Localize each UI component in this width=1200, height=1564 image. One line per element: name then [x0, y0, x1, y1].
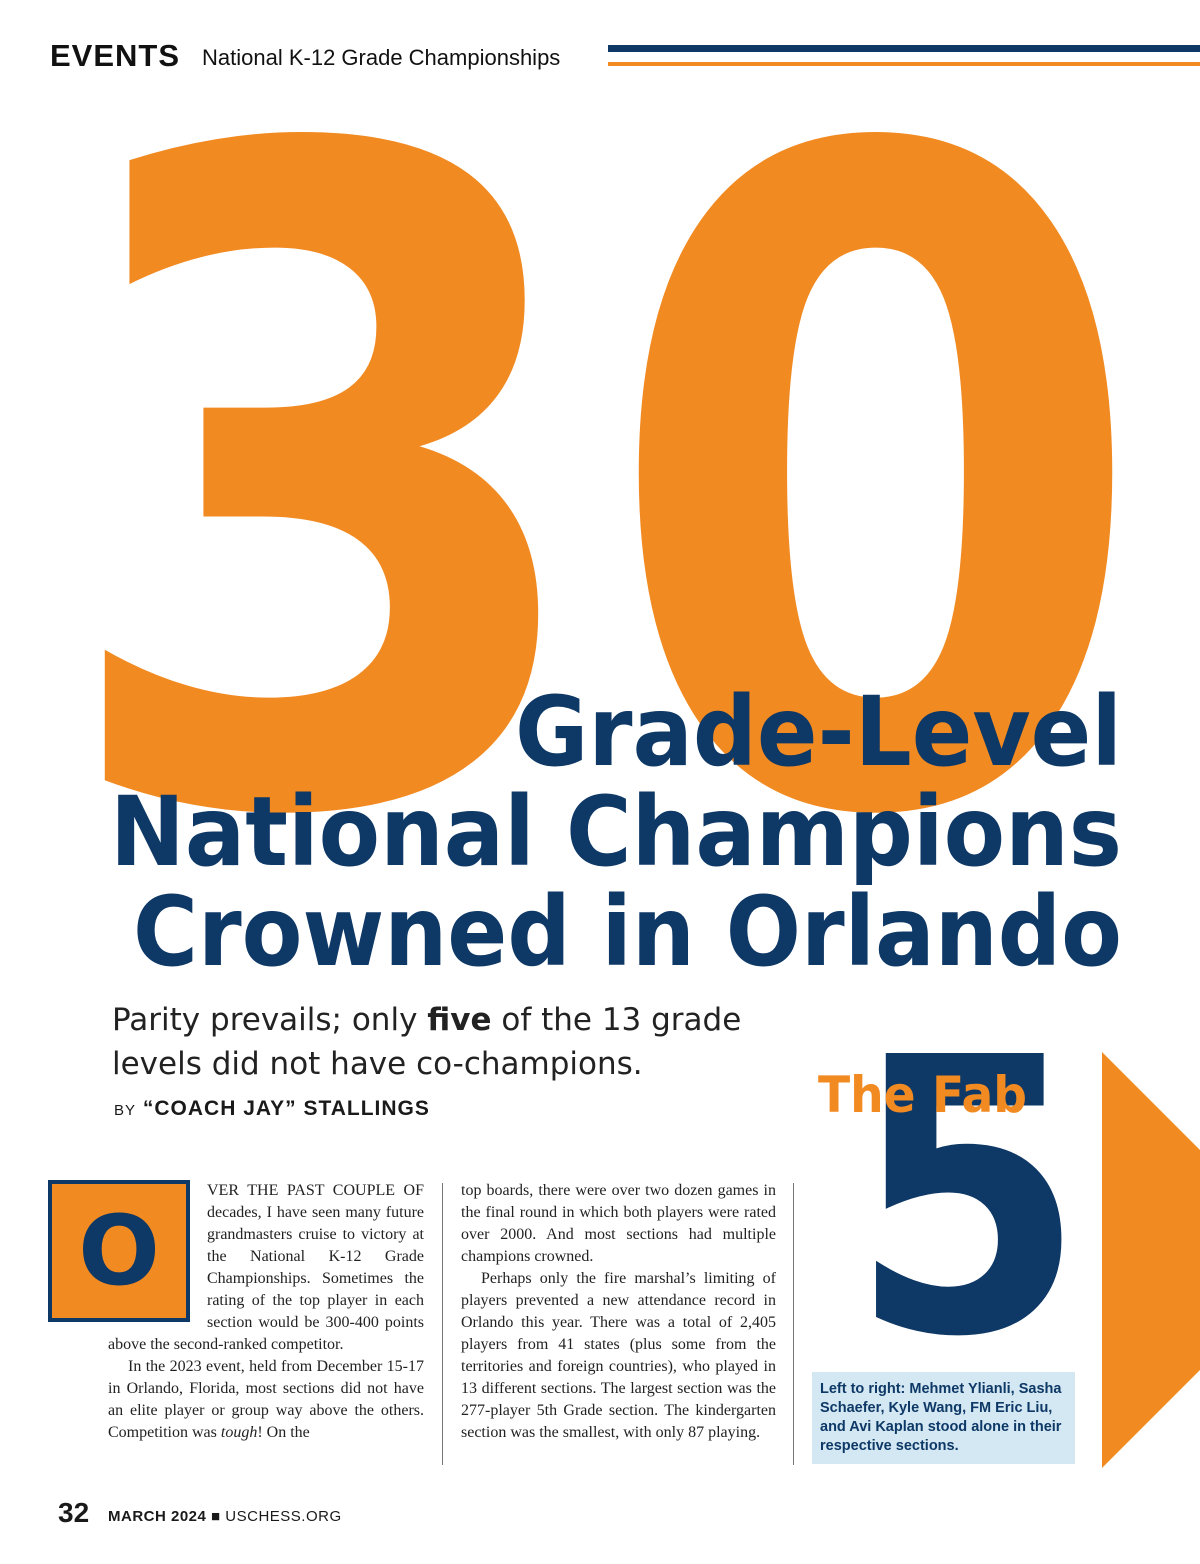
deck-text: of the 13 grade levels did not have co-c… — [112, 1002, 742, 1082]
sidebar-kicker: The Fab — [818, 1066, 1027, 1124]
footer: MARCH 2024 ■ USCHESS.ORG — [108, 1508, 342, 1525]
paragraph: Perhaps only the fire marshal’s limiting… — [461, 1270, 776, 1441]
emphasis: tough — [220, 1424, 258, 1441]
deck-text: Parity prevails; only — [112, 1002, 428, 1038]
text: ! On the — [257, 1424, 310, 1441]
paragraph: In the 2023 event, held from December 15… — [108, 1356, 424, 1444]
drop-cap: O — [48, 1180, 190, 1322]
paragraph: VER THE PAST COUPLE OF decades, I have s… — [108, 1180, 424, 1356]
byline-by: BY — [114, 1102, 137, 1119]
separator: ■ — [211, 1508, 221, 1525]
section-title: National K-12 Grade Championships — [202, 45, 561, 70]
paragraph: top boards, there were over two dozen ga… — [461, 1182, 776, 1265]
column: O VER THE PAST COUPLE OF decades, I have… — [48, 1180, 424, 1444]
sidebar-number: 5 — [850, 977, 1085, 1420]
headline-line: Grade-Level — [515, 676, 1122, 788]
column-rule — [793, 1183, 794, 1465]
byline-author: “COACH JAY” STALLINGS — [142, 1097, 430, 1120]
text: VER THE PAST COUPLE OF decades, I have s… — [108, 1182, 424, 1353]
headline-line: National Champions — [110, 776, 1122, 888]
section-label: EVENTS — [50, 38, 181, 73]
header-rule — [608, 62, 1200, 66]
issue: MARCH 2024 — [108, 1508, 207, 1525]
column-rule — [442, 1183, 443, 1465]
column: top boards, there were over two dozen ga… — [461, 1180, 776, 1444]
page-number: 32 — [58, 1497, 90, 1528]
arrow — [1102, 1052, 1200, 1468]
byline: BY “COACH JAY” STALLINGS — [114, 1097, 430, 1121]
hero-number: 30 — [52, 0, 1150, 1013]
header-rule — [608, 45, 1200, 52]
photo-caption: Left to right: Mehmet Ylianli, Sasha Sch… — [812, 1372, 1075, 1464]
headline-line: Crowned in Orlando — [133, 876, 1122, 988]
site: USCHESS.ORG — [225, 1508, 342, 1525]
deck-bold: five — [427, 1002, 492, 1038]
text: In the 2023 event, held from December 15… — [108, 1358, 424, 1441]
deck: Parity prevails; only five of the 13 gra… — [112, 998, 792, 1086]
